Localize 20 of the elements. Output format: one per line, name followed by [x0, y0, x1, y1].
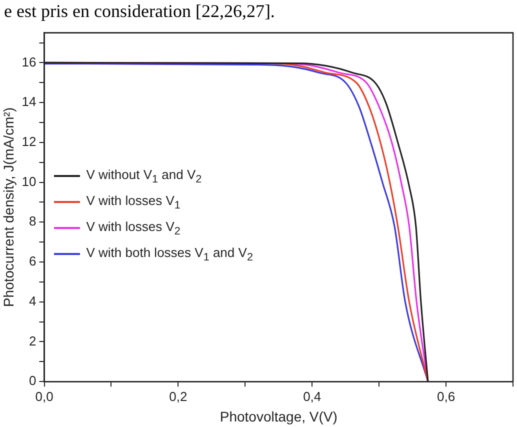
y-tick-label: 8	[29, 214, 36, 229]
y-tick-label: 4	[29, 293, 36, 308]
legend-label: V with losses V$_{2}$	[86, 218, 180, 238]
x-axis-title: Photovoltage, V(V)	[220, 408, 338, 424]
y-tick-label: 6	[29, 254, 36, 269]
x-tick-label: 0,0	[35, 388, 54, 404]
y-tick-label: 12	[22, 134, 36, 149]
y-tick-label: 16	[22, 54, 36, 70]
y-tick-label: 14	[22, 94, 36, 110]
x-tick-label: 0,6	[437, 388, 456, 404]
legend-label: V with both losses V$_{1}$ and V$_{2}$	[86, 244, 253, 264]
y-tick-label: 2	[29, 333, 36, 348]
text: e est pris en consideration [22,26,27].	[4, 1, 275, 21]
legend-label: V without V$_{1}$ and V$_{2}$	[86, 166, 202, 186]
x-tick-label: 0,2	[169, 388, 188, 404]
x-tick-label: 0,4	[303, 388, 322, 404]
y-axis-title: Photocurrent density, J(mA/cm²)	[0, 107, 16, 308]
y-tick-label: 10	[22, 174, 36, 189]
y-tick-label: 0	[29, 373, 36, 388]
legend-label: V with losses V$_{1}$	[86, 192, 180, 212]
